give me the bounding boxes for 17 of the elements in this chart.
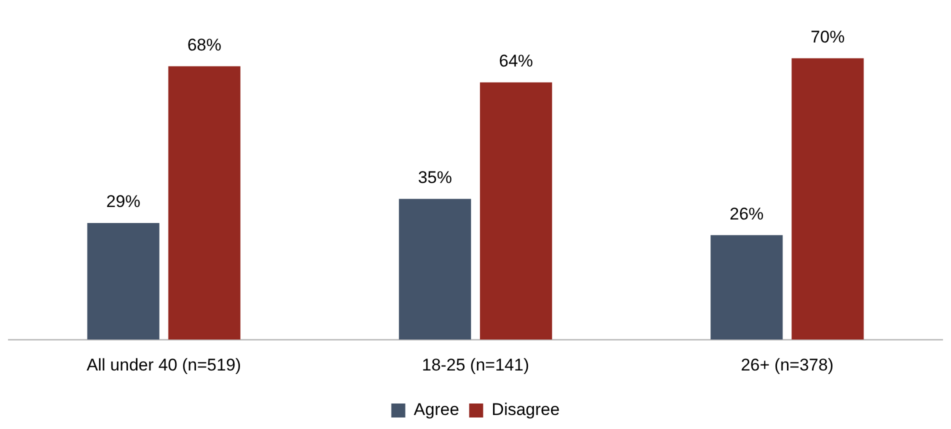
- data-label: 26%: [730, 204, 764, 224]
- x-tick-label: 26+ (n=378): [740, 355, 834, 374]
- x-tick-label: 18-25 (n=141): [422, 355, 530, 374]
- data-label: 35%: [418, 168, 452, 188]
- data-label: 68%: [187, 35, 222, 54]
- data-label: 64%: [499, 52, 534, 71]
- legend-label: Agree: [414, 400, 460, 420]
- bar: [792, 58, 864, 340]
- bar: [710, 235, 783, 340]
- data-label: 29%: [106, 192, 140, 212]
- bar: [87, 223, 160, 340]
- legend-label: Disagree: [492, 400, 560, 420]
- bar: [398, 198, 472, 340]
- x-tick-label: All under 40 (n=519): [86, 355, 242, 374]
- bar: [480, 82, 552, 340]
- bar: [168, 66, 240, 340]
- data-label: 70%: [810, 27, 845, 46]
